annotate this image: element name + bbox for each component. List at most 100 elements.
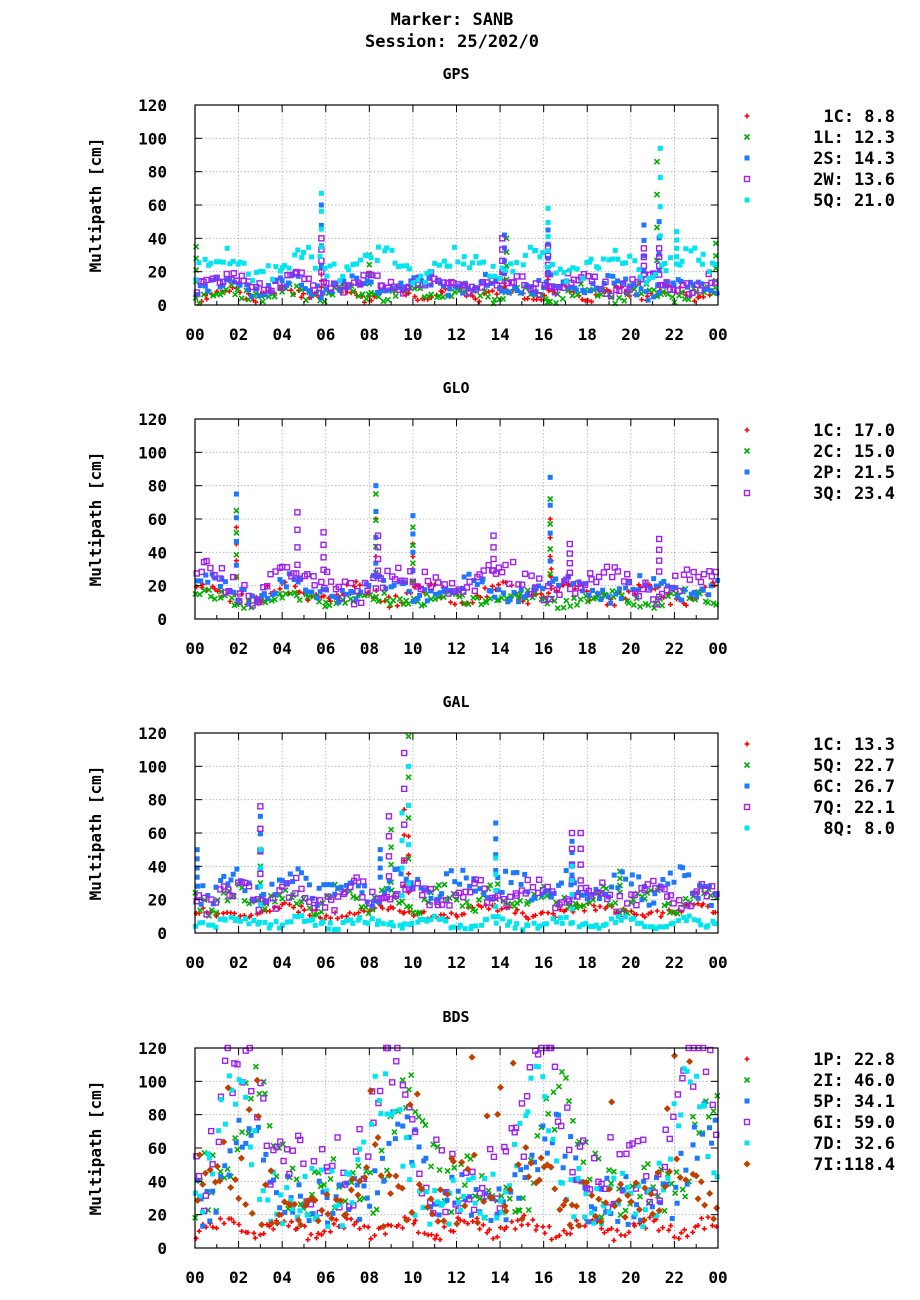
data-point bbox=[266, 1122, 273, 1129]
data-point bbox=[657, 204, 663, 210]
data-point bbox=[256, 280, 263, 287]
data-point bbox=[493, 836, 499, 842]
data-point bbox=[427, 1195, 435, 1203]
data-point bbox=[379, 584, 387, 591]
data-point bbox=[260, 269, 266, 275]
data-point bbox=[531, 1159, 537, 1165]
data-point bbox=[692, 245, 698, 251]
y-axis-label: Multipath [cm] bbox=[86, 452, 105, 587]
data-point bbox=[640, 1136, 647, 1143]
data-point bbox=[409, 560, 416, 567]
data-point bbox=[218, 565, 226, 572]
data-point bbox=[684, 1181, 690, 1187]
y-tick-label: 80 bbox=[148, 791, 167, 810]
data-point bbox=[292, 874, 300, 882]
data-point bbox=[480, 576, 486, 582]
data-point bbox=[252, 1128, 258, 1134]
data-point bbox=[708, 288, 714, 294]
data-point bbox=[477, 1210, 483, 1216]
data-point bbox=[415, 596, 421, 602]
data-point bbox=[295, 909, 301, 915]
data-point bbox=[363, 295, 370, 302]
data-point bbox=[248, 1209, 256, 1217]
data-point bbox=[193, 255, 200, 262]
data-point bbox=[545, 910, 551, 916]
data-point bbox=[217, 916, 223, 922]
data-point bbox=[620, 260, 626, 266]
data-point bbox=[338, 884, 344, 890]
data-point bbox=[301, 894, 309, 902]
data-point bbox=[702, 886, 709, 894]
data-point bbox=[689, 1113, 696, 1120]
data-point bbox=[213, 909, 220, 916]
data-point bbox=[611, 1237, 617, 1243]
data-point bbox=[356, 914, 362, 920]
data-point bbox=[292, 270, 299, 277]
data-point bbox=[705, 1214, 711, 1220]
data-point bbox=[329, 882, 335, 888]
data-point bbox=[461, 911, 467, 917]
data-point bbox=[507, 597, 513, 603]
data-point bbox=[588, 256, 594, 262]
data-point bbox=[279, 579, 285, 585]
series-6i bbox=[193, 1044, 720, 1217]
data-point bbox=[465, 1221, 471, 1227]
data-point bbox=[403, 1216, 411, 1224]
data-point bbox=[547, 535, 553, 541]
data-point bbox=[220, 259, 226, 265]
data-point bbox=[318, 208, 324, 214]
data-point bbox=[200, 920, 206, 926]
data-point bbox=[549, 261, 555, 267]
data-point bbox=[241, 897, 248, 904]
legend-marker-2w bbox=[743, 175, 751, 183]
data-point bbox=[346, 267, 352, 273]
data-point bbox=[555, 1083, 563, 1090]
data-point bbox=[683, 280, 690, 287]
data-point bbox=[503, 1224, 509, 1230]
data-point bbox=[250, 278, 256, 284]
data-point bbox=[498, 594, 505, 602]
data-point bbox=[569, 920, 575, 926]
data-point bbox=[634, 292, 640, 298]
data-point bbox=[680, 865, 686, 871]
data-point bbox=[328, 915, 334, 921]
data-point bbox=[261, 591, 267, 597]
legend-label-2p: 2P: 21.5 bbox=[813, 463, 895, 483]
data-point bbox=[359, 878, 367, 885]
data-point bbox=[230, 270, 237, 277]
data-point bbox=[401, 749, 408, 757]
data-point bbox=[679, 597, 685, 603]
data-point bbox=[234, 286, 241, 293]
data-point bbox=[333, 1217, 339, 1223]
x-tick-label: 12 bbox=[447, 325, 466, 344]
data-point bbox=[316, 1178, 322, 1184]
data-point bbox=[579, 892, 585, 898]
data-point bbox=[424, 270, 430, 276]
data-point bbox=[672, 572, 679, 580]
data-point bbox=[385, 886, 391, 892]
data-point bbox=[246, 921, 252, 927]
data-point bbox=[226, 1172, 232, 1178]
data-point bbox=[292, 913, 298, 919]
data-point bbox=[319, 1145, 326, 1153]
y-tick-label: 60 bbox=[148, 510, 167, 529]
data-point bbox=[446, 1221, 452, 1227]
y-tick-label: 40 bbox=[148, 543, 167, 562]
data-point bbox=[287, 590, 294, 597]
data-point bbox=[228, 914, 234, 920]
data-point bbox=[696, 257, 702, 263]
data-point bbox=[536, 291, 543, 299]
data-point bbox=[538, 591, 544, 597]
data-point bbox=[553, 270, 559, 276]
data-point bbox=[279, 1220, 285, 1226]
data-point bbox=[583, 921, 589, 927]
y-tick-label: 0 bbox=[157, 924, 167, 943]
data-point bbox=[314, 1214, 320, 1220]
data-point bbox=[399, 898, 406, 905]
data-point bbox=[506, 919, 512, 925]
data-point bbox=[419, 891, 426, 899]
legend-label-6i: 6I: 59.0 bbox=[813, 1113, 895, 1133]
data-point bbox=[402, 921, 408, 927]
data-point bbox=[257, 847, 263, 853]
data-point bbox=[544, 883, 551, 891]
